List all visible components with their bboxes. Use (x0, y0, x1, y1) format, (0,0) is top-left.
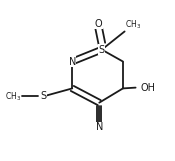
Text: S: S (40, 91, 47, 101)
Text: O: O (95, 19, 102, 28)
Text: CH$_3$: CH$_3$ (5, 90, 21, 103)
Text: CH$_3$: CH$_3$ (125, 18, 142, 31)
Text: OH: OH (141, 83, 156, 93)
Text: S: S (99, 45, 105, 55)
Text: N: N (69, 57, 76, 66)
Text: N: N (96, 122, 103, 132)
